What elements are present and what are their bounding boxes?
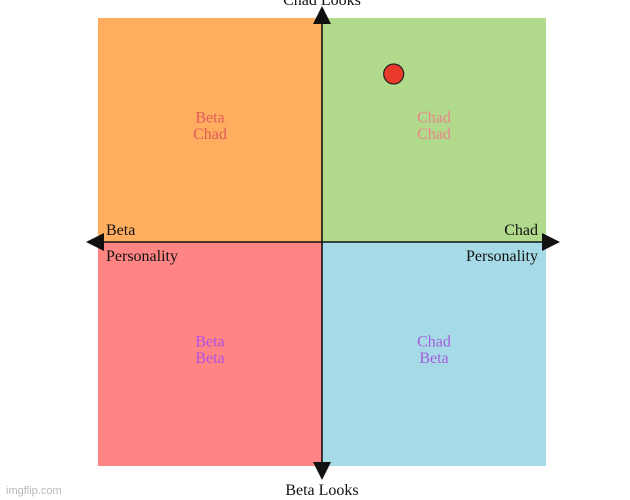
quadrant-label-top-left-line1: Beta (195, 110, 224, 127)
arrow-left-icon (86, 233, 104, 251)
quadrant-backgrounds (98, 18, 546, 466)
quadrant-label-bottom-right-line1: Chad (417, 334, 451, 351)
quadrant-label-bottom-left-line1: Beta (195, 334, 224, 351)
data-points (383, 63, 405, 85)
quadrant-top-left (98, 18, 322, 242)
arrow-down-icon (313, 462, 331, 480)
right-axis-label-line1: Chad (504, 222, 538, 239)
quadrant-top-right (322, 18, 546, 242)
quadrant-label-bottom-left-line2: Beta (195, 350, 224, 367)
right-axis-label-line2: Personality (466, 248, 538, 265)
quadrant-label-bottom-right-line2: Beta (419, 350, 448, 367)
quadrant-label-top-left-line2: Chad (193, 126, 227, 143)
axis-labels: Chad Looks Beta Looks Beta Personality C… (106, 0, 538, 499)
left-axis-label-line1: Beta (106, 222, 135, 239)
data-point-1 (383, 63, 405, 85)
quadrant-label-top-right-line1: Chad (417, 110, 451, 127)
bottom-axis-label: Beta Looks (285, 482, 358, 499)
arrow-right-icon (542, 233, 560, 251)
top-axis-label: Chad Looks (283, 0, 361, 9)
quadrant-bottom-left (98, 242, 322, 466)
quadrant-label-top-right-line2: Chad (417, 126, 451, 143)
axes (86, 6, 560, 480)
watermark: imgflip.com (6, 485, 62, 497)
left-axis-label-line2: Personality (106, 248, 178, 265)
arrow-up-icon (313, 6, 331, 24)
quadrant-bottom-right (322, 242, 546, 466)
